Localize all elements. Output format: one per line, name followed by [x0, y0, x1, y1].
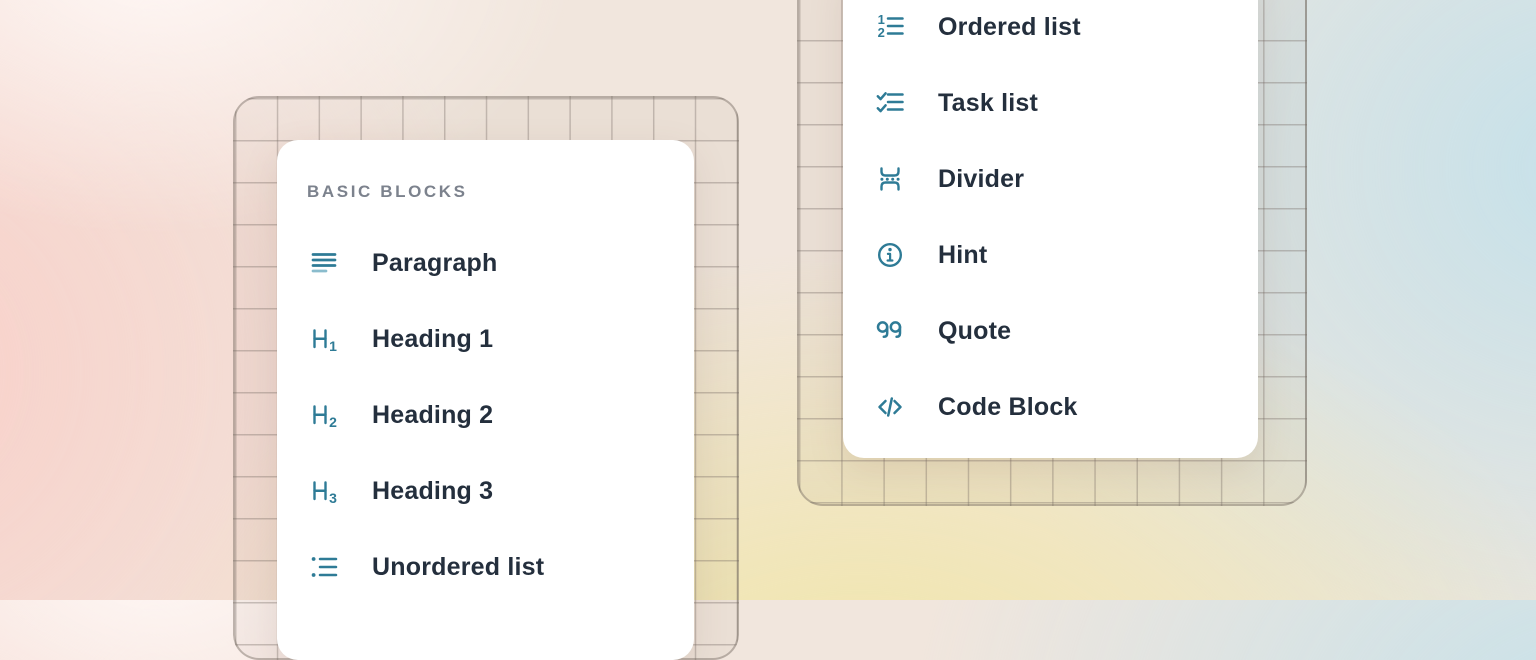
code-block-icon — [875, 392, 905, 422]
menu-item-divider[interactable]: Divider — [843, 141, 1258, 217]
menu-item-paragraph[interactable]: Paragraph — [277, 225, 694, 301]
task-list-icon — [875, 88, 905, 118]
basic-blocks-section-label: BASIC BLOCKS — [307, 182, 468, 201]
svg-text:1: 1 — [329, 338, 337, 354]
menu-item-label: Heading 2 — [372, 400, 494, 429]
menu-item-label: Code Block — [938, 392, 1078, 421]
menu-item-label: Quote — [938, 316, 1012, 345]
heading-2-icon: 2 — [309, 400, 339, 430]
menu-item-quote[interactable]: Quote — [843, 293, 1258, 369]
menu-item-label: Divider — [938, 164, 1025, 193]
menu-item-hint[interactable]: Hint — [843, 217, 1258, 293]
menu-item-task-list[interactable]: Task list — [843, 65, 1258, 141]
menu-item-heading-2[interactable]: 2 Heading 2 — [277, 377, 694, 453]
blocks-menu-list: 1 2 Ordered list Task list Divider Hint Quote C… — [843, 0, 1258, 445]
svg-text:3: 3 — [329, 490, 337, 506]
menu-item-ordered-list[interactable]: 1 2 Ordered list — [843, 0, 1258, 65]
paragraph-icon — [309, 248, 339, 278]
basic-blocks-menu-card: BASIC BLOCKS Paragraph 1 Heading 1 2 Heading… — [277, 140, 694, 660]
menu-item-heading-1[interactable]: 1 Heading 1 — [277, 301, 694, 377]
menu-item-label: Heading 3 — [372, 476, 494, 505]
menu-item-unordered-list[interactable]: Unordered list — [277, 529, 694, 605]
blocks-menu-card: 1 2 Ordered list Task list Divider Hint Quote C… — [843, 0, 1258, 458]
menu-item-code-block[interactable]: Code Block — [843, 369, 1258, 445]
menu-item-label: Unordered list — [372, 552, 545, 581]
menu-item-label: Ordered list — [938, 12, 1081, 41]
menu-item-label: Heading 1 — [372, 324, 494, 353]
svg-text:1: 1 — [878, 12, 885, 27]
heading-1-icon: 1 — [309, 324, 339, 354]
quote-icon — [875, 316, 905, 346]
menu-item-label: Task list — [938, 88, 1038, 117]
unordered-list-icon — [309, 552, 339, 582]
heading-3-icon: 3 — [309, 476, 339, 506]
divider-icon — [875, 164, 905, 194]
svg-text:2: 2 — [329, 414, 337, 430]
menu-item-label: Hint — [938, 240, 988, 269]
svg-text:2: 2 — [878, 25, 885, 40]
menu-item-label: Paragraph — [372, 248, 498, 277]
hint-icon — [875, 240, 905, 270]
menu-item-heading-3[interactable]: 3 Heading 3 — [277, 453, 694, 529]
basic-blocks-menu-list: Paragraph 1 Heading 1 2 Heading 2 3 Heading 3 U… — [277, 225, 694, 605]
